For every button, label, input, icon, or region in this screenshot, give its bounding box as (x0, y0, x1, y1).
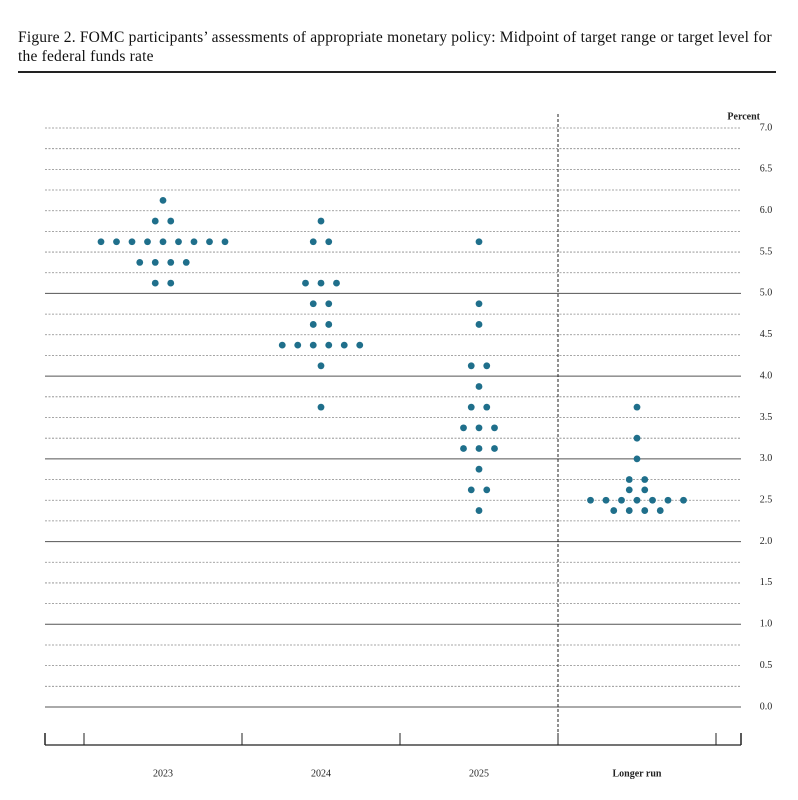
dot (294, 341, 302, 349)
chart-title: Figure 2. FOMC participants’ assessments… (18, 29, 772, 65)
dot (206, 238, 213, 246)
dot (151, 217, 159, 225)
dot (325, 341, 333, 349)
dot (625, 476, 633, 483)
y-tick-label: 0.0 (760, 701, 773, 712)
dot (317, 362, 325, 370)
dot (491, 424, 498, 432)
dot (475, 238, 483, 246)
dot (317, 279, 325, 287)
dot (151, 279, 159, 287)
x-tick-label: 2023 (153, 768, 173, 779)
dot (278, 341, 286, 349)
dot (625, 486, 633, 494)
dot (333, 279, 340, 287)
dot (656, 507, 664, 514)
dot (491, 445, 498, 452)
dot (475, 383, 483, 390)
y-tick-label: 6.0 (760, 205, 773, 216)
dot (633, 496, 641, 504)
dot (633, 434, 641, 442)
dot (483, 403, 491, 411)
dot (113, 238, 120, 246)
dot (483, 362, 491, 370)
dot (475, 507, 483, 514)
y-tick-label: 6.5 (760, 164, 773, 175)
dot (475, 445, 483, 452)
dot (317, 217, 325, 225)
dot (460, 424, 467, 432)
dot (641, 476, 649, 483)
dot (680, 496, 687, 504)
dot (467, 403, 475, 411)
dot (475, 321, 483, 328)
y-tick-label: 3.5 (760, 412, 773, 423)
x-tick-label: Longer run (613, 768, 662, 779)
dot (144, 238, 151, 246)
y-tick-label: 1.0 (760, 619, 773, 630)
x-tick-label: 2025 (469, 768, 489, 779)
y-tick-label: 0.5 (760, 660, 773, 671)
dot (602, 496, 610, 504)
dot (97, 238, 105, 246)
dot (633, 455, 641, 463)
dot (483, 486, 491, 494)
dot (325, 238, 333, 246)
dot (309, 321, 317, 328)
dot (618, 496, 625, 504)
dot (136, 259, 144, 266)
dot (128, 238, 136, 246)
dot (467, 362, 475, 370)
y-tick-label: 7.0 (760, 122, 773, 133)
y-tick-label: 5.0 (760, 288, 773, 299)
dot (317, 403, 325, 411)
y-tick-label: 2.0 (760, 536, 773, 547)
dot (159, 238, 167, 246)
dot (325, 300, 333, 308)
y-tick-label: 5.5 (760, 246, 773, 257)
y-tick-label: 4.0 (760, 370, 773, 381)
dot (467, 486, 475, 494)
dot (175, 238, 182, 246)
dot (309, 238, 317, 246)
dot (641, 486, 649, 494)
dot (325, 321, 333, 328)
dot (475, 424, 483, 432)
dot (182, 259, 190, 266)
dot (587, 496, 594, 504)
dot (340, 341, 348, 349)
dot (151, 259, 159, 266)
dot (610, 507, 618, 514)
y-tick-label: 1.5 (760, 577, 773, 588)
dot (167, 259, 175, 266)
dot (302, 279, 309, 287)
dot (475, 465, 483, 473)
dot (625, 507, 633, 514)
dot (356, 341, 364, 349)
y-tick-label: 4.5 (760, 329, 773, 340)
dot (475, 300, 483, 308)
dot (167, 217, 175, 225)
y-tick-label: 3.0 (760, 453, 773, 464)
dot (460, 445, 467, 452)
dot (190, 238, 198, 246)
dot (309, 341, 317, 349)
dot (641, 507, 649, 514)
dot (309, 300, 317, 308)
dot (221, 238, 229, 246)
dot (649, 496, 656, 504)
y-tick-label: 2.5 (760, 495, 773, 506)
dot (167, 279, 175, 287)
dot (664, 496, 672, 504)
dot (159, 196, 167, 204)
dot (633, 403, 641, 411)
x-tick-label: 2024 (311, 768, 331, 779)
y-axis-label: Percent (727, 111, 760, 122)
